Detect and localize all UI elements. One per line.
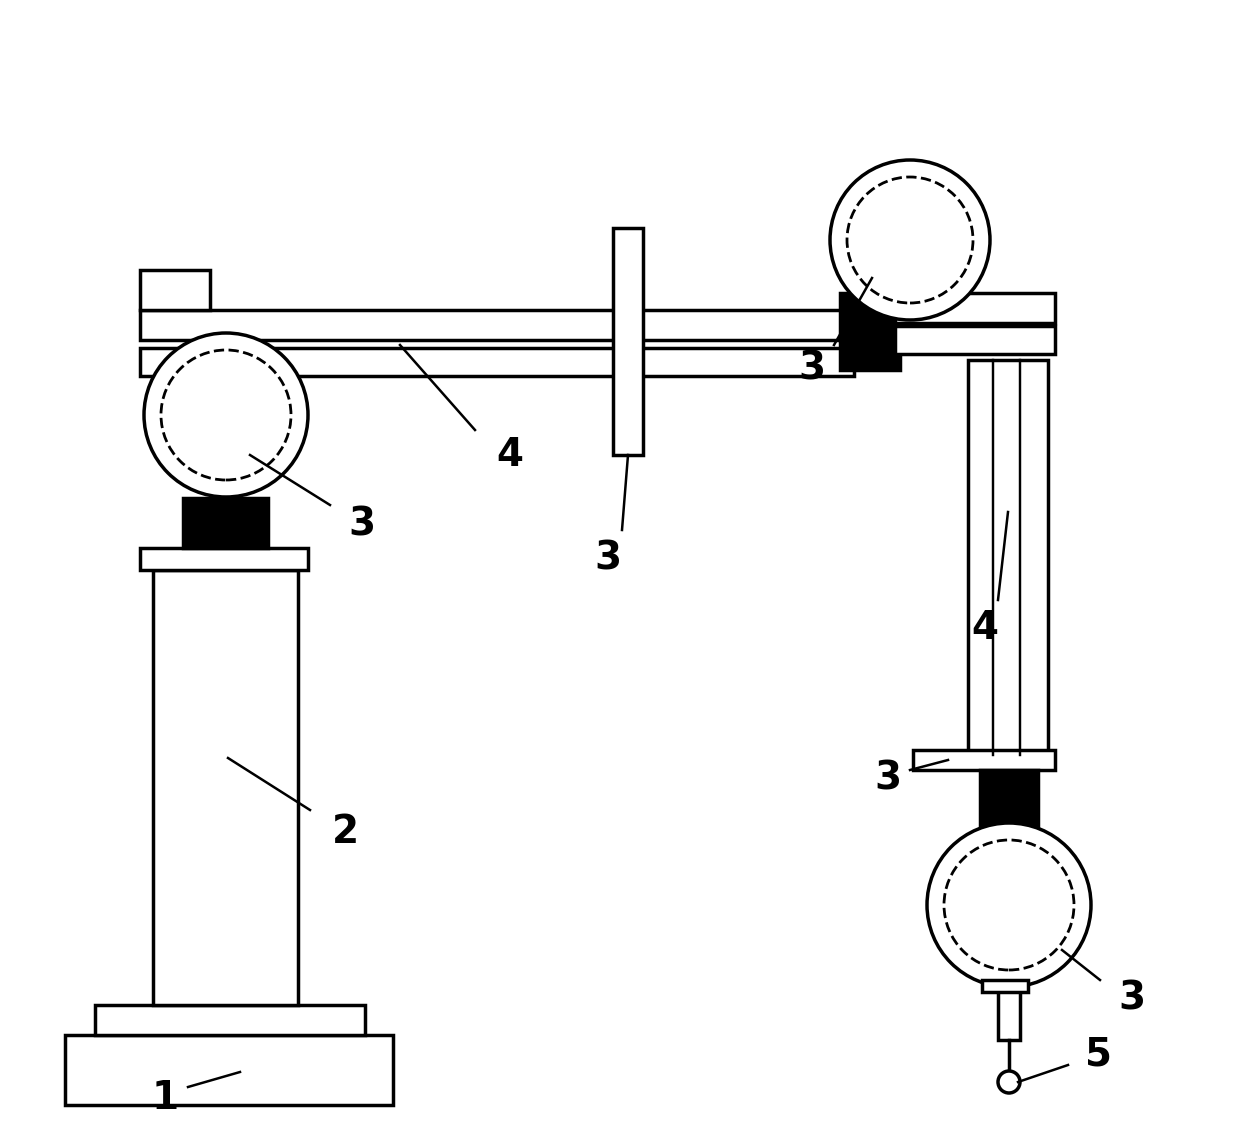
Circle shape [830,160,990,320]
Bar [968,359,1048,755]
Text: 2: 2 [331,813,358,850]
Text: 5: 5 [1085,1035,1111,1073]
Text: 4: 4 [496,435,523,474]
Bar [980,770,1038,835]
Circle shape [928,823,1091,987]
Bar [913,750,1055,770]
Text: 3: 3 [799,349,826,387]
Bar [140,270,210,310]
Text: 3: 3 [1118,979,1146,1017]
Bar [998,990,1021,1040]
Circle shape [144,333,308,497]
Bar [613,228,644,455]
Bar [140,548,308,570]
Bar [153,570,298,1005]
Bar [839,293,900,370]
Bar [184,498,268,548]
Text: 1: 1 [151,1078,179,1117]
Text: 3: 3 [874,759,901,797]
Bar [95,1005,365,1035]
Bar [140,348,854,376]
Bar [140,310,854,340]
Circle shape [998,1070,1021,1093]
Bar [895,293,1055,323]
Text: 4: 4 [971,609,998,648]
Bar [64,1035,393,1105]
Text: 3: 3 [594,539,621,577]
Bar [895,325,1055,354]
Text: 3: 3 [348,506,376,544]
Bar [982,980,1028,992]
